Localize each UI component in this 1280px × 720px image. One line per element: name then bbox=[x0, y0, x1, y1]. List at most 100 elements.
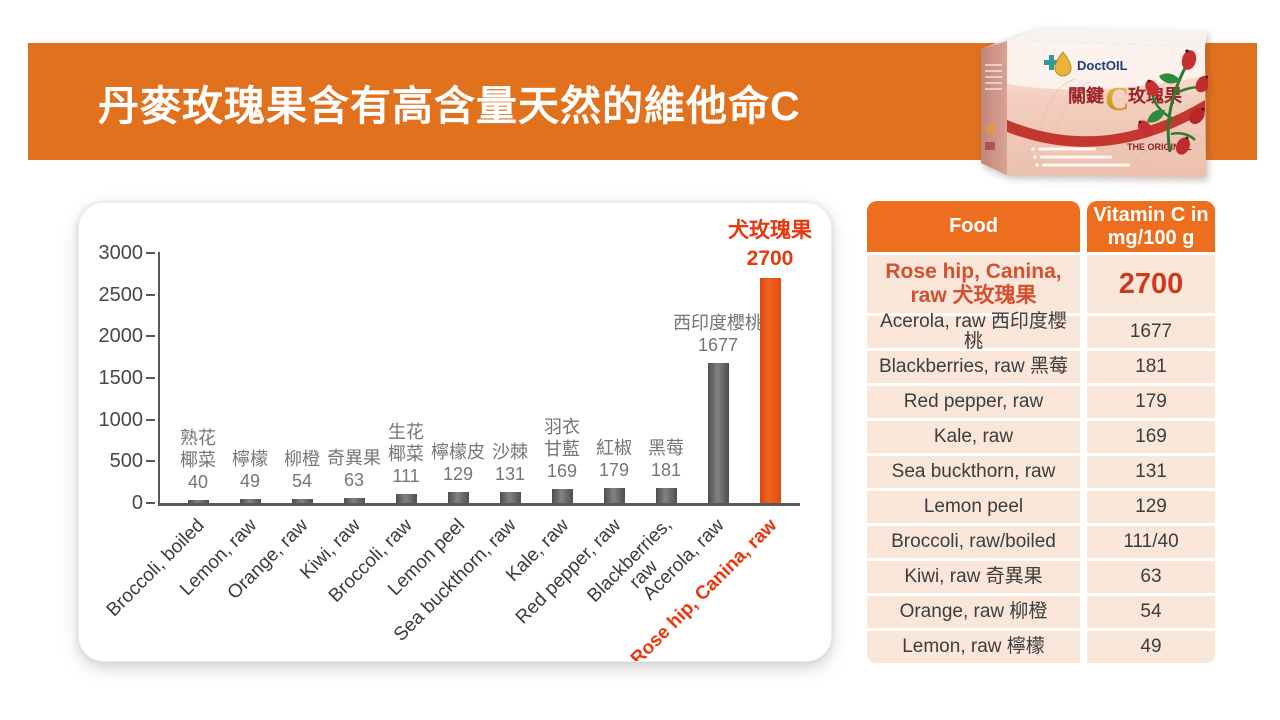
table-row-food: Lemon peel bbox=[867, 491, 1080, 523]
table-header-value: Vitamin C in mg/100 g bbox=[1087, 201, 1215, 252]
table-row-value: 129 bbox=[1087, 491, 1215, 523]
bar-value: 181 bbox=[650, 459, 682, 480]
bar-value: 40 bbox=[187, 471, 209, 492]
bar-value: 129 bbox=[442, 464, 474, 485]
bar-value: 169 bbox=[546, 460, 578, 481]
bar-value-label: 檸檬 49 bbox=[198, 449, 302, 493]
table-row-food: Kale, raw bbox=[867, 421, 1080, 453]
bar-name-label: 熟花 椰菜 bbox=[180, 427, 216, 470]
y-tick-mark bbox=[146, 293, 155, 296]
vitamin-c-table: Food Vitamin C in mg/100 g Rose hip, Canin… bbox=[867, 201, 1215, 663]
table-row-value: 169 bbox=[1087, 421, 1215, 453]
droplet-icon bbox=[1044, 51, 1072, 77]
bar-name-label: 生花 椰菜 bbox=[388, 421, 424, 464]
bar-value: 111 bbox=[392, 465, 420, 486]
bar-value: 54 bbox=[291, 470, 313, 491]
bar bbox=[447, 492, 469, 503]
table-row-food: Broccoli, raw/boiled bbox=[867, 526, 1080, 558]
bar bbox=[707, 363, 729, 503]
table-row-food: Red pepper, raw bbox=[867, 386, 1080, 418]
rose-hip-illustration bbox=[1137, 49, 1211, 155]
table-header-food: Food bbox=[867, 201, 1080, 252]
y-tick-label: 500 bbox=[109, 450, 143, 473]
bar-value-label: 沙棘 131 bbox=[458, 442, 562, 486]
box-side bbox=[981, 41, 1007, 175]
bar-value-label: 熟花 椰菜 40 bbox=[146, 428, 250, 494]
tagline: THE ORIGINAL bbox=[1127, 142, 1192, 152]
y-tick-mark bbox=[146, 460, 155, 463]
bar-chart: 0 500 1000 1500 2000 2500 3000 熟花 椰菜 40 Broccoli,… bbox=[79, 203, 831, 661]
y-tick-mark bbox=[146, 502, 155, 504]
bar-name-label: 檸檬皮 bbox=[431, 442, 485, 463]
table-row-food: Rose hip, Canina, raw 犬玫瑰果 bbox=[867, 255, 1080, 313]
bar bbox=[655, 487, 677, 503]
bar-value-label: 黑莓 181 bbox=[614, 438, 718, 482]
y-tick-mark bbox=[146, 418, 155, 421]
bar bbox=[499, 492, 521, 503]
table-row-value: 63 bbox=[1087, 561, 1215, 593]
bar-value-label: 羽衣 甘藍 169 bbox=[510, 417, 614, 483]
bar-value: 63 bbox=[343, 469, 365, 490]
bar-name-label: 紅椒 bbox=[596, 438, 632, 459]
bar-name-label: 檸檬 bbox=[232, 449, 268, 470]
table-row-food: Orange, raw 柳橙 bbox=[867, 596, 1080, 628]
box-front-highlight bbox=[1007, 41, 1205, 90]
bar-name-label: 柳橙 bbox=[284, 448, 320, 469]
y-tick-label: 0 bbox=[131, 492, 143, 514]
table-row-value: 181 bbox=[1087, 351, 1215, 383]
product-box-image: DoctOIL 關鍵 C 玫瑰果 THE ORIGINAL bbox=[975, 24, 1211, 178]
bar-name-label: 黑莓 bbox=[648, 438, 684, 459]
bar-value: 49 bbox=[239, 470, 261, 491]
box-bullet-lines bbox=[1031, 147, 1130, 167]
bar bbox=[187, 499, 209, 503]
table-row-value: 54 bbox=[1087, 596, 1215, 628]
table-row-food: Lemon, raw 檸檬 bbox=[867, 631, 1080, 663]
y-tick-label: 1000 bbox=[98, 408, 144, 431]
product-name-letter: C bbox=[1105, 81, 1130, 118]
product-box-art: DoctOIL 關鍵 C 玫瑰果 THE ORIGINAL bbox=[981, 28, 1211, 177]
bar-value-label: 犬玫瑰果 2700 bbox=[718, 217, 822, 272]
table-row-value: 179 bbox=[1087, 386, 1215, 418]
bar-value-label: 奇異果 63 bbox=[302, 448, 406, 492]
bar-name-label: 西印度櫻桃 bbox=[673, 313, 763, 334]
y-tick-label: 3000 bbox=[98, 242, 144, 264]
y-tick-mark bbox=[146, 252, 155, 254]
product-name-prefix: 關鍵 bbox=[1068, 85, 1104, 106]
bar-value-label: 生花 椰菜 111 bbox=[354, 422, 458, 488]
box-swirl-pattern bbox=[1014, 78, 1205, 177]
bar bbox=[395, 493, 417, 503]
y-tick-label: 1500 bbox=[98, 367, 144, 389]
bar bbox=[291, 498, 313, 503]
box-side-fine-print bbox=[985, 64, 1002, 150]
bar-value: 1677 bbox=[697, 335, 739, 356]
slide-title: 丹麥玫瑰果含有高含量天然的維他命C bbox=[98, 82, 801, 129]
y-tick-label: 2500 bbox=[98, 283, 144, 306]
brand-name: DoctOIL bbox=[1077, 58, 1128, 73]
bar bbox=[603, 488, 625, 503]
box-red-swoosh bbox=[1007, 100, 1205, 147]
bar-value: 131 bbox=[494, 464, 526, 485]
bar-value-label: 紅椒 179 bbox=[562, 438, 666, 482]
box-lid-edge bbox=[981, 28, 1037, 49]
bar-highlight bbox=[759, 278, 781, 503]
table-row-value: 49 bbox=[1087, 631, 1215, 663]
bar-name-label: 犬玫瑰果 bbox=[728, 219, 812, 243]
bar-name-label: 羽衣 甘藍 bbox=[544, 417, 580, 460]
table-row-value: 131 bbox=[1087, 456, 1215, 488]
bar-name-label: 沙棘 bbox=[492, 442, 528, 463]
table-row-value: 1677 bbox=[1087, 316, 1215, 348]
table-row-food: Blackberries, raw 黑莓 bbox=[867, 351, 1080, 383]
y-tick-label: 2000 bbox=[98, 325, 144, 348]
bar bbox=[551, 488, 573, 503]
table-row-value: 2700 bbox=[1087, 255, 1215, 313]
bar bbox=[343, 497, 365, 503]
box-lid bbox=[1007, 28, 1207, 47]
x-axis bbox=[158, 503, 800, 506]
bar-name-label: 奇異果 bbox=[327, 447, 381, 468]
table-row-food: Kiwi, raw 奇異果 bbox=[867, 561, 1080, 593]
bar bbox=[239, 498, 261, 503]
y-axis bbox=[158, 252, 160, 505]
y-tick-mark bbox=[146, 377, 155, 379]
bar-value-label: 檸檬皮 129 bbox=[406, 442, 510, 486]
table-row-value: 111/40 bbox=[1087, 526, 1215, 558]
